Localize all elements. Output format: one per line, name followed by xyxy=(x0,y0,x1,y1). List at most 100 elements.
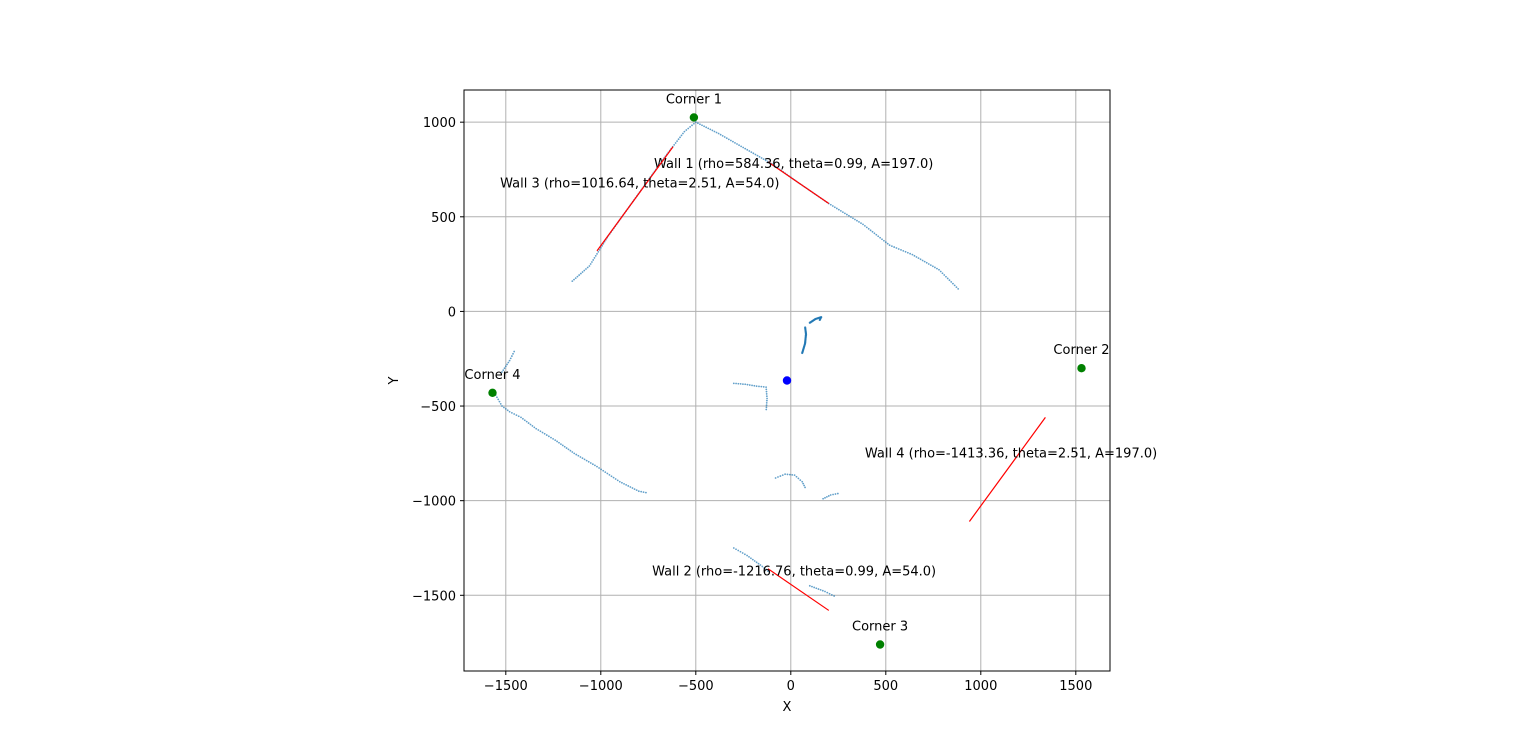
scan-point xyxy=(797,477,800,480)
scan-point xyxy=(833,595,836,597)
wall-label: Wall 4 (rho=-1413.36, theta=2.51, A=197.… xyxy=(865,446,1157,461)
scan-point xyxy=(756,154,759,157)
scan-point xyxy=(744,147,747,150)
scan-point xyxy=(597,250,600,253)
scan-point xyxy=(788,473,791,476)
scan-point xyxy=(739,383,742,385)
scan-point xyxy=(791,473,794,476)
scan-point xyxy=(946,277,949,280)
scan-point xyxy=(811,585,813,588)
scan-point xyxy=(515,414,518,417)
scan-point xyxy=(931,265,934,268)
y-tick-label: 0 xyxy=(448,305,456,320)
scan-point xyxy=(841,211,844,214)
corner-label: Corner 3 xyxy=(852,620,908,635)
x-tick-label: 1500 xyxy=(1059,679,1092,694)
y-axis-label: Y xyxy=(387,376,402,385)
scan-point xyxy=(760,385,763,388)
scan-point xyxy=(523,419,526,422)
scan-point xyxy=(600,468,603,471)
scan-point xyxy=(803,484,805,487)
scan-point xyxy=(877,235,880,238)
scan-point xyxy=(560,443,562,445)
scan-point xyxy=(725,137,728,140)
scan-point xyxy=(744,383,747,386)
scan-point xyxy=(581,457,584,460)
scan-point xyxy=(955,286,958,289)
scan-point xyxy=(525,420,528,423)
scan-point xyxy=(585,459,588,462)
axes-frame xyxy=(463,89,1111,672)
scan-point xyxy=(950,281,953,283)
scan-point xyxy=(746,148,749,151)
scan-point xyxy=(781,474,784,477)
scan-point xyxy=(577,454,580,457)
scan-point xyxy=(588,265,591,267)
scan-point xyxy=(884,241,887,244)
scan-point xyxy=(578,274,581,276)
scan-point xyxy=(680,134,683,137)
scan-point xyxy=(579,272,582,275)
scan-point xyxy=(729,139,732,142)
scan-point xyxy=(541,431,544,434)
scan-point xyxy=(799,479,802,481)
scan-point xyxy=(517,415,520,418)
scan-point xyxy=(740,145,743,148)
scan-point xyxy=(904,250,907,253)
scan-point xyxy=(717,132,720,135)
scan-point xyxy=(539,430,542,433)
scan-point xyxy=(737,549,740,552)
scan-point xyxy=(856,219,858,222)
scan-point xyxy=(713,130,716,133)
scan-point xyxy=(746,383,749,386)
scan-point xyxy=(752,152,755,155)
scan-point xyxy=(765,408,768,411)
scan-point xyxy=(895,247,898,249)
scan-point xyxy=(886,242,889,245)
scan-point xyxy=(593,257,596,259)
scan-point xyxy=(804,486,806,489)
scan-point xyxy=(939,270,942,273)
scan-point xyxy=(552,437,554,440)
scan-point xyxy=(503,367,506,370)
scan-point xyxy=(596,252,598,255)
scan-point xyxy=(925,261,928,264)
scan-point xyxy=(919,258,922,261)
scan-point xyxy=(764,159,767,162)
scan-point xyxy=(911,253,914,256)
scan-point xyxy=(751,384,753,387)
scan-point xyxy=(893,246,896,248)
scan-point xyxy=(888,244,891,247)
scan-point xyxy=(871,230,874,233)
scan-point xyxy=(535,427,538,430)
x-tick-label: −500 xyxy=(678,679,714,694)
scan-point xyxy=(875,233,878,236)
scan-point xyxy=(736,143,738,145)
scan-point xyxy=(685,129,688,131)
scan-point xyxy=(897,248,900,250)
robot-marker xyxy=(782,376,792,385)
scan-point xyxy=(742,383,744,385)
scan-point-dense xyxy=(818,318,821,322)
scan-point xyxy=(625,484,628,486)
scan-point xyxy=(763,567,766,569)
scan-point xyxy=(909,252,912,255)
scan-point xyxy=(921,259,924,262)
scan-point xyxy=(703,125,705,128)
scan-point xyxy=(761,565,764,568)
wall-line xyxy=(767,161,830,205)
y-tick-label: −1500 xyxy=(412,589,456,604)
scan-point xyxy=(754,153,757,156)
y-tick-label: 500 xyxy=(431,211,456,226)
scan-point xyxy=(737,382,740,385)
scan-point xyxy=(827,495,830,497)
scan-point xyxy=(610,475,613,478)
scan-point xyxy=(689,126,691,128)
scan-point xyxy=(784,473,786,476)
scan-point xyxy=(943,274,946,276)
scan-point xyxy=(701,124,703,127)
scan-point xyxy=(826,495,828,498)
scan-point xyxy=(829,494,832,496)
scan-point xyxy=(915,256,918,258)
scan-point xyxy=(801,480,804,483)
